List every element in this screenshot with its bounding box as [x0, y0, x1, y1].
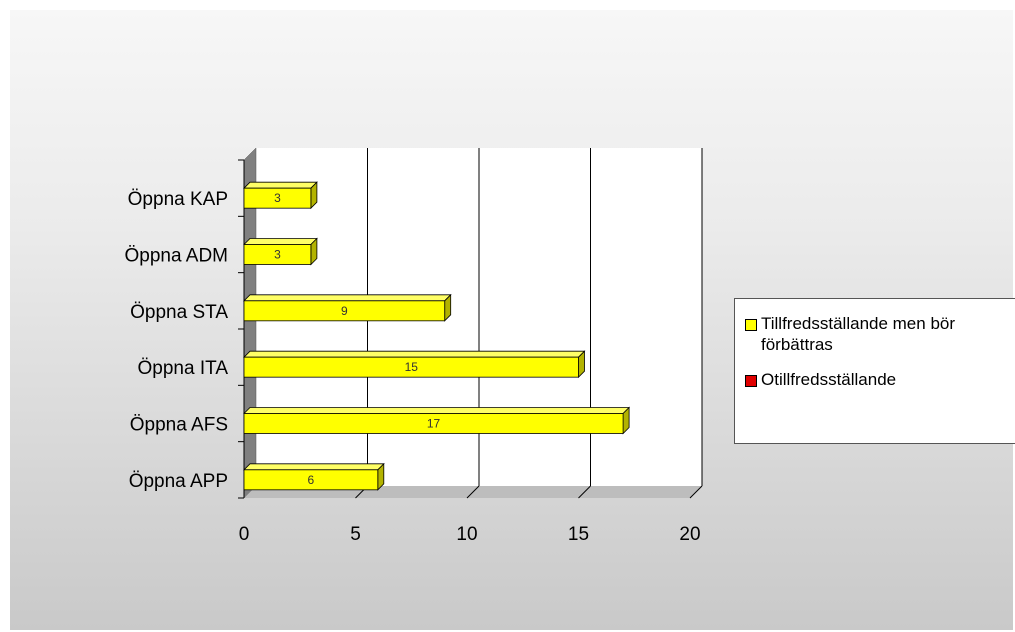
bar-top	[243, 407, 631, 414]
bar-top	[243, 181, 318, 189]
gridline-floor	[689, 485, 703, 499]
data-label: 3	[274, 191, 281, 205]
data-label: 17	[427, 417, 441, 431]
bar-top	[243, 350, 586, 358]
bars	[243, 181, 631, 491]
bar-top	[243, 238, 318, 245]
gridline-floor	[466, 485, 480, 499]
category-label: Öppna STA	[130, 302, 228, 323]
legend-item: Tillfredsställande men bör förbättras	[745, 313, 1015, 355]
bar-chart: Öppna KAP Öppna ADM Öppna STA Öppna ITA Öppn…	[125, 147, 703, 545]
legend-swatch-red	[745, 375, 757, 387]
bar	[243, 244, 312, 265]
legend-label: Otillfredsställande	[761, 370, 897, 389]
legend-label: Tillfredsställande men bör förbättras	[761, 314, 956, 354]
category-labels: Öppna KAP Öppna ADM Öppna STA Öppna ITA Öppn…	[125, 189, 229, 492]
data-label: 9	[341, 304, 348, 318]
category-label: Öppna APP	[129, 471, 228, 492]
x-tick-labels: 0 5 10 15 20	[239, 524, 701, 545]
bar-top	[243, 294, 452, 302]
bar	[243, 300, 446, 322]
legend-swatch-yellow	[745, 319, 757, 331]
x-tick-label: 15	[568, 524, 589, 545]
data-label: 3	[274, 248, 281, 262]
bar	[243, 356, 579, 378]
data-labels: 3 3 9 15 17 6	[274, 191, 440, 487]
x-tick-label: 20	[679, 524, 700, 545]
category-label: Öppna ADM	[125, 246, 229, 267]
slide-background: Öppna KAP Öppna ADM Öppna STA Öppna ITA Öppn…	[10, 10, 1015, 630]
data-label: 15	[405, 360, 419, 374]
legend: Tillfredsställande men bör förbättras Ot…	[734, 298, 1015, 444]
category-label: Öppna KAP	[128, 189, 228, 210]
bar	[243, 413, 624, 434]
data-label: 6	[308, 473, 315, 487]
gridline-floor	[578, 485, 591, 499]
category-label: Öppna AFS	[130, 415, 228, 436]
x-tick-label: 10	[456, 524, 477, 545]
bar	[243, 187, 312, 209]
x-tick-label: 5	[350, 524, 361, 545]
bar-top	[243, 463, 385, 471]
legend-item: Otillfredsställande	[745, 369, 1015, 390]
bar	[243, 469, 379, 491]
category-label: Öppna ITA	[138, 358, 229, 379]
x-tick-label: 0	[239, 524, 250, 545]
